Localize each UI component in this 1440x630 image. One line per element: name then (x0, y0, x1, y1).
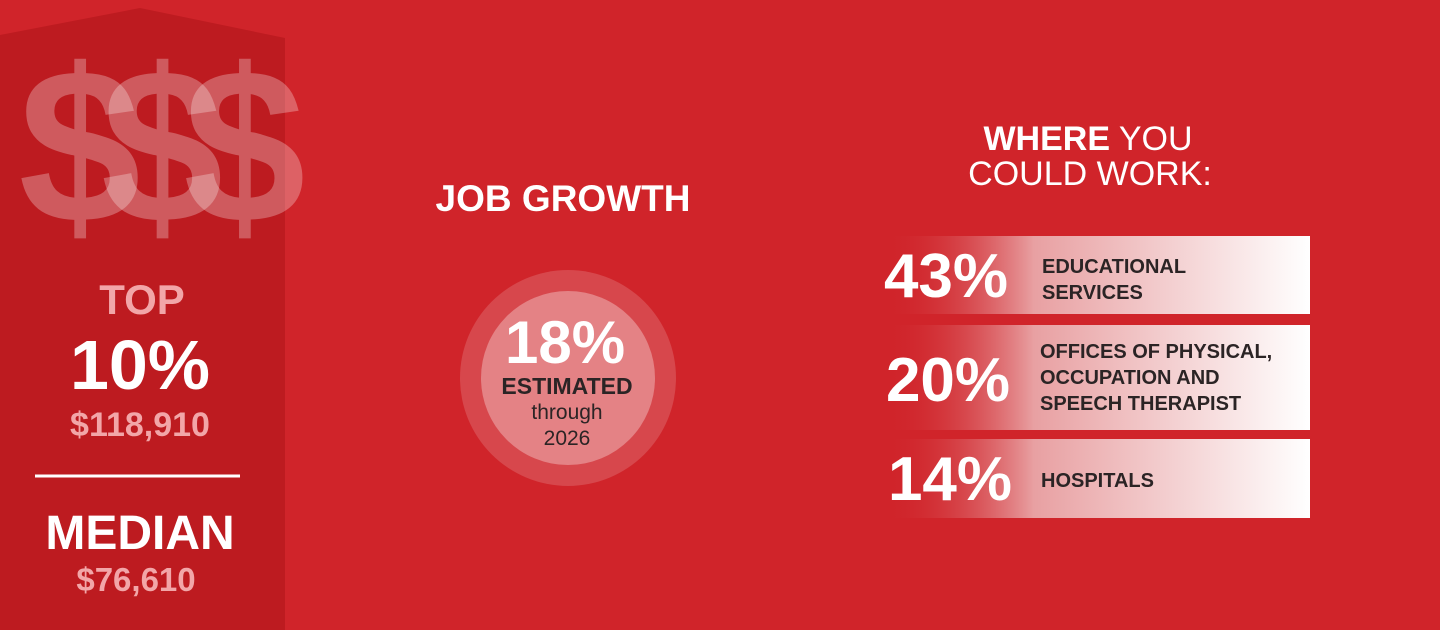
work-title-rest: YOU (1118, 120, 1193, 158)
row-label: HOSPITALS (1041, 468, 1154, 494)
median-label: MEDIAN (45, 507, 235, 560)
row-bg (885, 325, 1310, 430)
label-line: EDUCATIONAL (1042, 256, 1187, 278)
label-line: HOSPITALS (1041, 470, 1154, 492)
row-percent: 43% (883, 242, 1009, 311)
label-line: OCCUPATION AND (1040, 367, 1220, 389)
label-line: OFFICES OF PHYSICAL, (1040, 341, 1273, 363)
label-line: SERVICES (1042, 282, 1143, 304)
growth-circle (481, 291, 655, 465)
row-percent: 14% (887, 445, 1013, 514)
row-bg (885, 439, 1310, 518)
row-percent: 20% (885, 346, 1011, 415)
growth-year: 2026 (543, 427, 591, 450)
row-label: EDUCATIONAL SERVICES (1042, 254, 1186, 306)
work-title: WHERE YOU (983, 120, 1192, 159)
top-label: TOP (99, 276, 185, 323)
dollar-icon: $$$ (18, 23, 305, 269)
row-bg (885, 236, 1310, 314)
top-amount: $118,910 (70, 406, 210, 444)
growth-ring (460, 270, 676, 486)
growth-label: ESTIMATED (501, 373, 633, 399)
row-label: OFFICES OF PHYSICAL, OCCUPATION AND SPEECH… (1040, 339, 1272, 417)
growth-sub: through (531, 401, 603, 424)
growth-title: JOB GROWTH (435, 178, 691, 219)
work-title-line2: COULD WORK: (968, 155, 1212, 193)
work-title-bold: WHERE (983, 120, 1111, 158)
growth-value: 18% (504, 309, 626, 376)
label-line: SPEECH THERAPIST (1040, 393, 1242, 415)
median-amount: $76,610 (76, 561, 196, 598)
top-value: 10% (69, 326, 211, 404)
